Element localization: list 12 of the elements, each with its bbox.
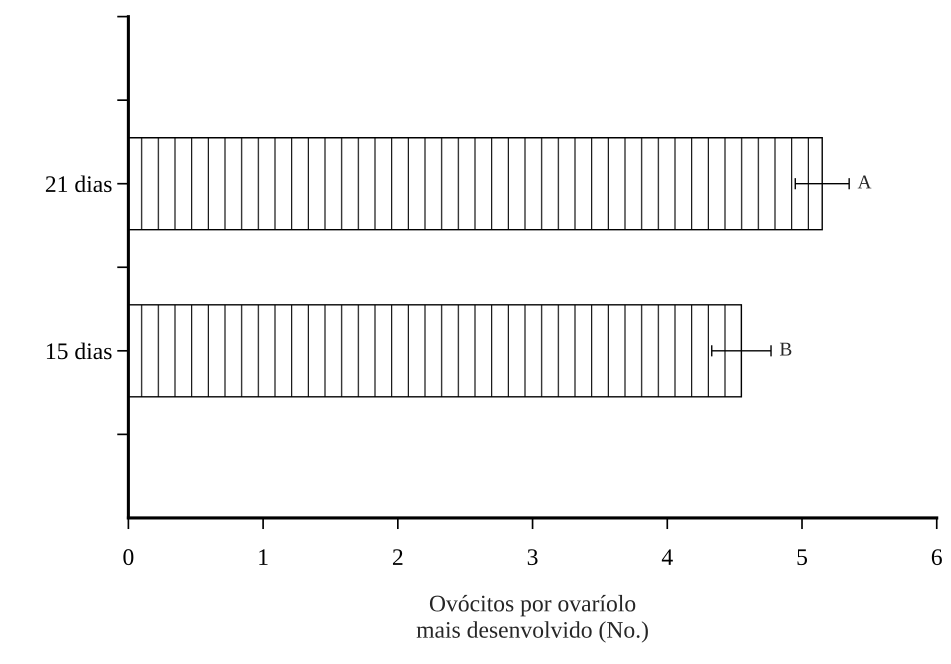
x-tick-label: 1	[259, 549, 268, 565]
x-tick-label: 0	[123, 549, 134, 566]
x-axis-title: Ovócitos por ovaríolo mais desenvolvido (No.)	[416, 594, 648, 643]
annotation: A	[858, 176, 872, 188]
y-tick-label: 21 dias	[46, 176, 112, 192]
y-tick-label: 15 dias	[46, 342, 112, 360]
x-tick-label: 5	[797, 549, 807, 566]
annotation: B	[780, 342, 792, 356]
x-tick-label: 2	[392, 549, 402, 565]
x-tick-label: 3	[528, 549, 538, 566]
x-tick-label: 4	[662, 549, 673, 565]
x-tick-label: 6	[932, 549, 942, 566]
